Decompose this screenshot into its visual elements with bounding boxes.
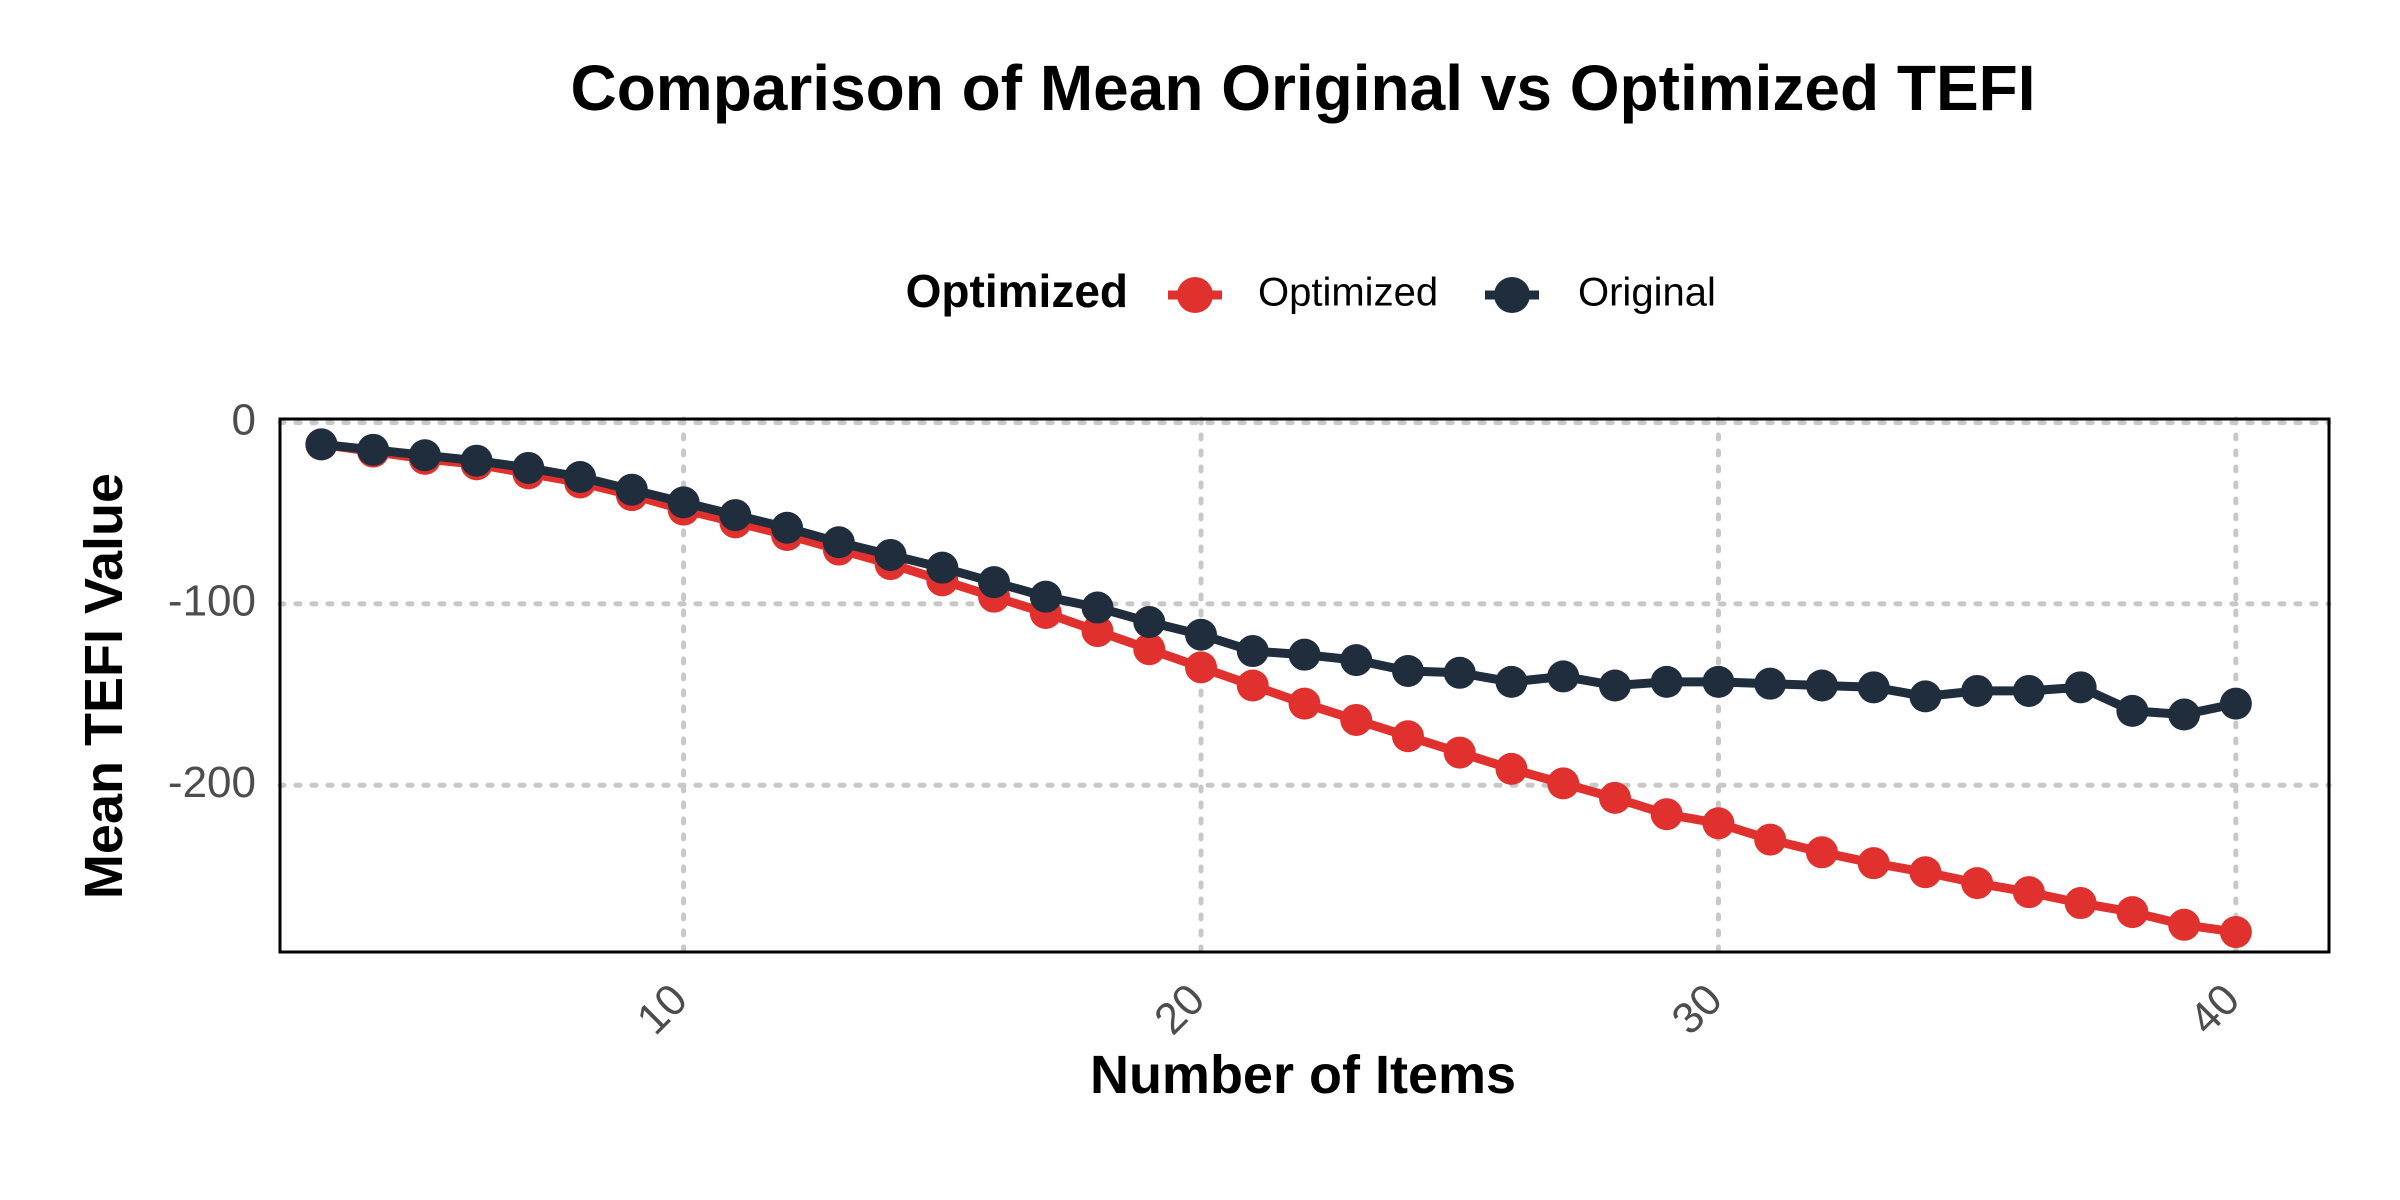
data-point-optimized[interactable] — [1857, 847, 1890, 880]
legend-label-optimized: Optimized — [1258, 271, 1438, 315]
legend-key-dot-optimized — [1177, 277, 1213, 313]
y-tick-label: -100 — [168, 577, 256, 626]
data-point-original[interactable] — [408, 439, 441, 472]
data-point-original[interactable] — [667, 486, 700, 519]
data-point-original[interactable] — [357, 433, 390, 466]
data-point-original[interactable] — [1288, 638, 1321, 671]
data-point-optimized[interactable] — [1185, 651, 1218, 684]
data-point-optimized[interactable] — [1702, 807, 1735, 840]
data-point-original[interactable] — [305, 428, 338, 461]
data-point-original[interactable] — [978, 566, 1011, 599]
data-point-original[interactable] — [1702, 665, 1735, 698]
legend-label-original: Original — [1578, 271, 1716, 315]
data-point-original[interactable] — [1909, 680, 1942, 713]
data-point-original[interactable] — [926, 551, 959, 584]
y-axis-title: Mean TEFI Value — [74, 473, 134, 899]
data-point-optimized[interactable] — [1340, 703, 1373, 736]
plot-panel-border — [278, 417, 2331, 954]
data-point-original[interactable] — [2168, 698, 2201, 731]
data-point-original[interactable] — [1495, 665, 1528, 698]
legend-item-original[interactable]: Original — [1485, 271, 1716, 315]
chart-title: Comparison of Mean Original vs Optimized… — [570, 52, 2035, 124]
legend-title: Optimized — [906, 265, 1128, 317]
data-point-optimized[interactable] — [1236, 669, 1269, 702]
data-point-original[interactable] — [1340, 644, 1373, 677]
data-point-optimized[interactable] — [1133, 633, 1166, 666]
data-point-original[interactable] — [1443, 656, 1476, 689]
series-layer — [305, 428, 2252, 949]
data-point-original[interactable] — [1598, 669, 1631, 702]
data-point-original[interactable] — [874, 538, 907, 571]
data-point-original[interactable] — [1857, 671, 1890, 704]
data-point-optimized[interactable] — [1909, 856, 1942, 889]
data-point-original[interactable] — [512, 451, 545, 484]
data-point-optimized[interactable] — [1598, 781, 1631, 814]
data-point-original[interactable] — [2012, 674, 2045, 707]
legend: Optimized Optimized Original — [906, 265, 1716, 317]
data-point-optimized[interactable] — [1547, 767, 1580, 800]
data-point-original[interactable] — [771, 511, 804, 544]
legend-item-optimized[interactable]: Optimized — [1168, 271, 1438, 315]
data-point-optimized[interactable] — [2064, 887, 2097, 920]
data-point-original[interactable] — [460, 444, 493, 477]
data-point-original[interactable] — [2064, 671, 2097, 704]
data-point-original[interactable] — [564, 461, 597, 494]
data-point-optimized[interactable] — [1805, 836, 1838, 869]
data-point-original[interactable] — [822, 526, 855, 559]
data-point-optimized[interactable] — [1754, 823, 1787, 856]
data-point-optimized[interactable] — [1443, 736, 1476, 769]
data-point-optimized[interactable] — [1081, 615, 1114, 648]
legend-key-dot-original — [1494, 277, 1530, 313]
data-point-original[interactable] — [1081, 591, 1114, 624]
data-point-optimized[interactable] — [2168, 908, 2201, 941]
data-point-optimized[interactable] — [2219, 916, 2252, 949]
data-point-optimized[interactable] — [1961, 867, 1994, 900]
data-point-original[interactable] — [1133, 606, 1166, 639]
data-point-original[interactable] — [1185, 618, 1218, 651]
x-axis-title: Number of Items — [1090, 1045, 1516, 1105]
series-original — [305, 428, 2252, 731]
data-point-original[interactable] — [1029, 580, 1062, 613]
data-point-original[interactable] — [1805, 669, 1838, 702]
data-point-original[interactable] — [1754, 667, 1787, 700]
data-point-optimized[interactable] — [1650, 798, 1683, 831]
data-point-original[interactable] — [1650, 665, 1683, 698]
data-point-original[interactable] — [2116, 694, 2149, 727]
y-tick-label: 0 — [232, 395, 256, 444]
data-point-optimized[interactable] — [1391, 720, 1424, 753]
y-tick-label: -200 — [168, 758, 256, 807]
data-point-original[interactable] — [1547, 660, 1580, 693]
grid — [277, 416, 2332, 955]
data-point-optimized[interactable] — [1288, 687, 1321, 720]
data-point-original[interactable] — [1391, 654, 1424, 687]
data-point-original[interactable] — [2219, 687, 2252, 720]
data-point-optimized[interactable] — [2116, 896, 2149, 929]
data-point-original[interactable] — [719, 499, 752, 532]
data-point-original[interactable] — [1236, 635, 1269, 668]
data-point-optimized[interactable] — [2012, 876, 2045, 909]
data-point-optimized[interactable] — [1495, 752, 1528, 785]
data-point-original[interactable] — [1961, 674, 1994, 707]
data-point-original[interactable] — [615, 473, 648, 506]
